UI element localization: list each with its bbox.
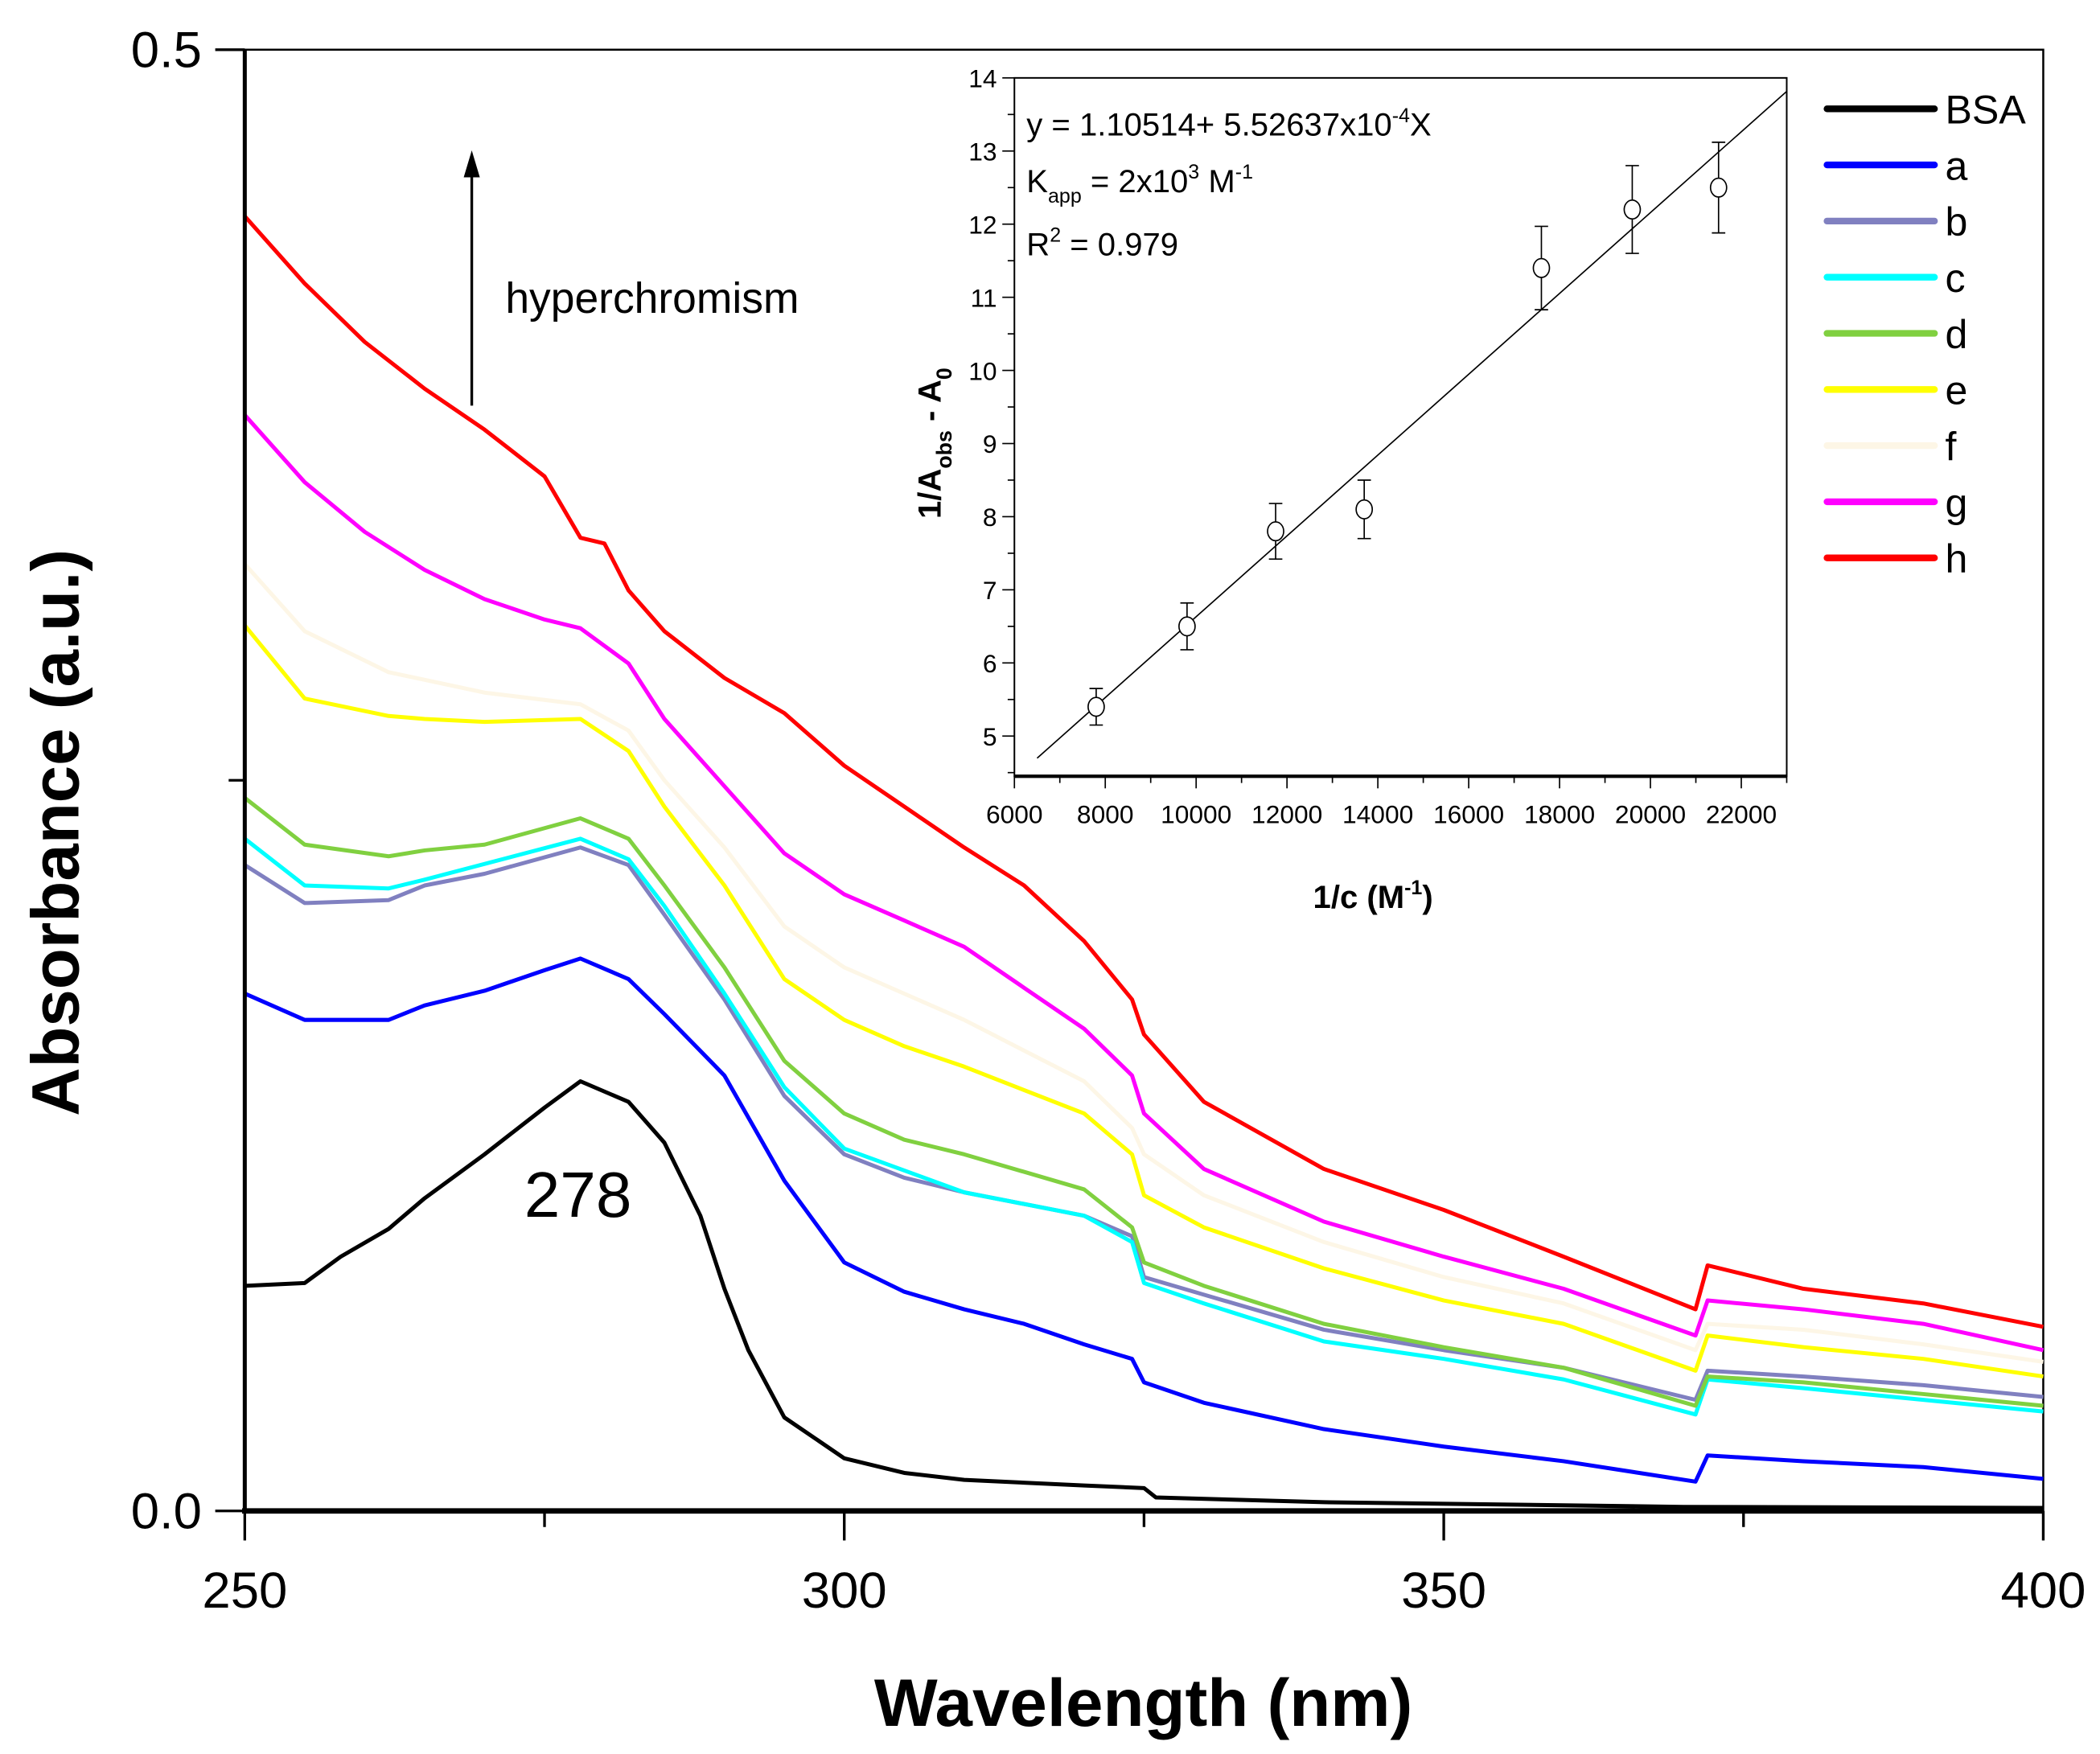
inset-frame [1013,76,1788,778]
fit-line [1036,90,1788,759]
inset-y-axis-title: 1/Aobs - A0 [912,368,955,519]
inset-x-tick-label: 10000 [1161,800,1231,829]
legend-label-h: h [1946,536,1968,581]
inset-y-tick-label: 12 [968,210,997,239]
inset-x-tick-label: 18000 [1524,800,1595,829]
marker-circle [1355,499,1374,520]
inset-x-tick-label: 6000 [986,800,1043,829]
inset-x-tick-label: 22000 [1706,800,1777,829]
series-line-h [243,215,2044,1329]
inset-y-tick-label: 6 [983,649,997,678]
y-tick-label: 0.5 [131,22,202,78]
marker-circle [1267,521,1284,542]
inset-y-tick-label: 14 [968,64,997,93]
data-point [1709,142,1728,234]
kapp-text: Kapp = 2x103 M-1 [1026,161,1253,207]
data-point [1178,602,1196,651]
y-ticks: 0.0 0.5 [131,22,245,1539]
legend-label-b: b [1946,199,1968,244]
inset-x-tick-label: 16000 [1433,800,1504,829]
marker-circle [1087,696,1105,717]
inset-x-tick-label: 14000 [1342,800,1413,829]
x-tick-label: 400 [2001,1563,2086,1619]
data-point [1532,225,1551,310]
x-tick-label: 250 [202,1563,287,1619]
data-point [1355,479,1374,540]
inset-data-points [1087,142,1728,726]
inset-y-tick-label: 11 [971,283,997,312]
inset-y-tick-label: 7 [983,576,997,605]
x-ticks: 250 300 350 400 [202,1510,2086,1619]
legend-label-c: c [1946,256,1966,301]
series-line-d [243,796,2044,1408]
inset-x-tick-label: 8000 [1077,800,1134,829]
legend-label-d: d [1946,312,1968,357]
series-line-e [243,624,2044,1379]
legend-label-a: a [1946,143,1968,188]
series-line-a [244,956,2044,1484]
data-point [1267,503,1284,561]
data-point [1087,688,1105,726]
y-tick-label: 0.0 [131,1483,202,1539]
spectra-curves [243,215,2044,1510]
inset-y-tick-label: 9 [983,429,997,458]
legend-label-g: g [1946,480,1968,525]
x-tick-label: 300 [802,1563,887,1619]
data-point [1623,165,1642,254]
series-line-bsa [245,1078,2044,1510]
inset-x-tick-label: 20000 [1615,800,1686,829]
marker-circle [1178,616,1196,637]
legend-label-e: e [1946,368,1968,413]
inset-y-tick-label: 10 [968,356,997,385]
series-line-f [243,562,2044,1364]
main-plot: 250 300 350 400 0.0 0.5 Wavelength (nm) Abso… [17,22,2086,1740]
r-squared-text: R2 = 0.979 [1026,224,1178,263]
marker-circle [1709,177,1728,198]
inset-x-axis-title: 1/c (M-1) [1313,877,1433,915]
series-line-g [243,413,2044,1353]
legend-label-f: f [1946,424,1957,469]
inset-y-tick-label: 8 [983,503,997,532]
inset-y-ticks: 5 6 7 8 9 10 11 12 13 14 [968,64,1015,774]
x-tick-label: 350 [1401,1563,1486,1619]
inset-y-tick-label: 13 [968,137,997,166]
inset-x-ticks: 6000 8000 10000 12000 14000 16000 18000 20000 22… [986,776,1788,829]
arrow-head-icon [463,150,480,178]
inset-plot: 6000 8000 10000 12000 14000 16000 18000 20000 22… [912,64,1788,915]
series-line-c [243,836,2044,1417]
series-line-b [244,845,2044,1403]
peak-label: 278 [524,1158,632,1230]
equation-text: y = 1.10514+ 5.52637x10-4X [1026,105,1431,143]
legend-label-bsa: BSA [1946,88,2027,133]
y-axis-title: Absorbance (a.u.) [17,549,92,1116]
x-axis-title: Wavelength (nm) [874,1665,1412,1740]
marker-circle [1532,257,1551,278]
inset-x-tick-label: 12000 [1251,800,1322,829]
inset-y-tick-label: 5 [983,722,997,751]
marker-circle [1623,199,1642,220]
hyperchromism-label: hyperchromism [505,275,799,322]
